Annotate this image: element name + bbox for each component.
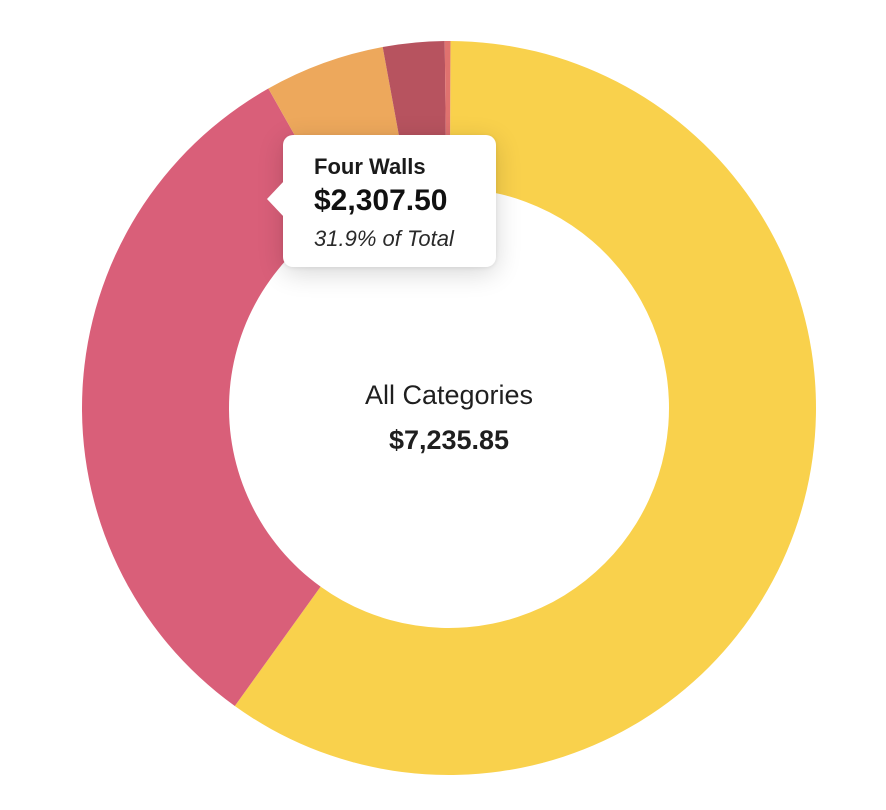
tooltip-category-name: Four Walls [314,154,426,179]
center-total: $7,235.85 [388,425,510,455]
tooltip-value: $2,307.50 [314,184,448,217]
donut-slices [81,41,817,776]
tooltip-percent: 31.9% of Total [314,226,454,251]
center-title: All Categories [364,380,534,410]
slice-tooltip: Four Walls $2,307.50 31.9% of Total [267,135,496,267]
tooltip-arrow [267,181,284,217]
donut-slice-1[interactable] [234,41,817,776]
donut-slice-2[interactable] [81,88,341,707]
